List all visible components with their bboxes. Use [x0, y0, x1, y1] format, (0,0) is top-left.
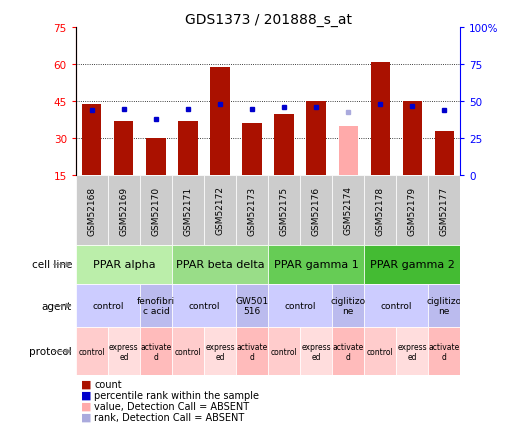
Text: fenofibri
c acid: fenofibri c acid	[137, 296, 175, 316]
Text: control: control	[271, 347, 298, 356]
Text: control: control	[285, 302, 316, 310]
Bar	[364, 328, 396, 375]
Bar	[403, 102, 422, 176]
Bar	[332, 176, 364, 245]
Text: GSM52171: GSM52171	[184, 186, 192, 235]
Bar	[332, 284, 364, 328]
Bar	[364, 245, 460, 284]
Bar	[268, 176, 300, 245]
Text: GSM52175: GSM52175	[280, 186, 289, 235]
Text: GSM52179: GSM52179	[408, 186, 417, 235]
Bar	[108, 176, 140, 245]
Text: GSM52172: GSM52172	[215, 186, 224, 235]
Bar	[76, 328, 108, 375]
Text: express
ed: express ed	[109, 342, 139, 361]
Text: GSM52173: GSM52173	[247, 186, 256, 235]
Bar	[428, 176, 460, 245]
Text: value, Detection Call = ABSENT: value, Detection Call = ABSENT	[94, 401, 249, 411]
Bar	[300, 176, 332, 245]
Bar	[370, 62, 390, 176]
Bar	[172, 176, 204, 245]
Bar	[172, 284, 236, 328]
Text: control: control	[188, 302, 220, 310]
Bar	[76, 245, 172, 284]
Bar	[306, 102, 326, 176]
Text: control: control	[78, 347, 105, 356]
Bar	[275, 114, 293, 176]
Text: ciglitizo
ne: ciglitizo ne	[427, 296, 462, 316]
Text: control: control	[367, 347, 393, 356]
Text: count: count	[94, 379, 122, 389]
Text: express
ed: express ed	[301, 342, 331, 361]
Text: GSM52170: GSM52170	[152, 186, 161, 235]
Bar	[364, 284, 428, 328]
Title: GDS1373 / 201888_s_at: GDS1373 / 201888_s_at	[185, 13, 351, 27]
Text: GSM52177: GSM52177	[440, 186, 449, 235]
Text: PPAR gamma 2: PPAR gamma 2	[370, 260, 454, 270]
Bar	[428, 284, 460, 328]
Text: ■: ■	[81, 412, 92, 421]
Text: activate
d: activate d	[428, 342, 460, 361]
Text: rank, Detection Call = ABSENT: rank, Detection Call = ABSENT	[94, 412, 244, 421]
Bar	[140, 176, 172, 245]
Bar	[364, 176, 396, 245]
Text: ■: ■	[81, 401, 92, 411]
Bar	[396, 176, 428, 245]
Text: protocol: protocol	[29, 347, 72, 356]
Bar	[435, 132, 454, 176]
Text: ciglitizo
ne: ciglitizo ne	[331, 296, 366, 316]
Text: cell line: cell line	[31, 260, 72, 270]
Text: control: control	[380, 302, 412, 310]
Bar	[108, 328, 140, 375]
Bar	[236, 328, 268, 375]
Bar	[172, 328, 204, 375]
Text: agent: agent	[42, 301, 72, 311]
Text: percentile rank within the sample: percentile rank within the sample	[94, 390, 259, 400]
Text: control: control	[92, 302, 123, 310]
Text: activate
d: activate d	[236, 342, 268, 361]
Text: PPAR alpha: PPAR alpha	[93, 260, 155, 270]
Bar	[236, 176, 268, 245]
Bar	[76, 176, 108, 245]
Bar	[82, 105, 101, 176]
Bar	[140, 284, 172, 328]
Bar	[172, 245, 268, 284]
Bar	[338, 127, 358, 176]
Text: GSM52176: GSM52176	[312, 186, 321, 235]
Bar	[210, 68, 230, 176]
Bar	[178, 122, 198, 176]
Text: GSM52174: GSM52174	[344, 186, 353, 235]
Bar	[236, 284, 268, 328]
Text: express
ed: express ed	[205, 342, 235, 361]
Text: express
ed: express ed	[397, 342, 427, 361]
Bar	[76, 284, 140, 328]
Bar	[268, 245, 364, 284]
Bar	[268, 284, 332, 328]
Bar	[243, 124, 262, 176]
Bar	[396, 328, 428, 375]
Text: ■: ■	[81, 379, 92, 389]
Text: PPAR gamma 1: PPAR gamma 1	[274, 260, 358, 270]
Bar	[114, 122, 133, 176]
Bar	[428, 328, 460, 375]
Bar	[140, 328, 172, 375]
Text: GSM52168: GSM52168	[87, 186, 96, 235]
Text: ■: ■	[81, 390, 92, 400]
Text: GSM52178: GSM52178	[376, 186, 384, 235]
Bar	[268, 328, 300, 375]
Bar	[146, 139, 165, 176]
Text: activate
d: activate d	[333, 342, 364, 361]
Bar	[204, 328, 236, 375]
Text: activate
d: activate d	[140, 342, 172, 361]
Text: GW501
516: GW501 516	[235, 296, 269, 316]
Bar	[300, 328, 332, 375]
Text: GSM52169: GSM52169	[119, 186, 128, 235]
Text: PPAR beta delta: PPAR beta delta	[176, 260, 264, 270]
Bar	[332, 328, 364, 375]
Text: control: control	[175, 347, 201, 356]
Bar	[204, 176, 236, 245]
